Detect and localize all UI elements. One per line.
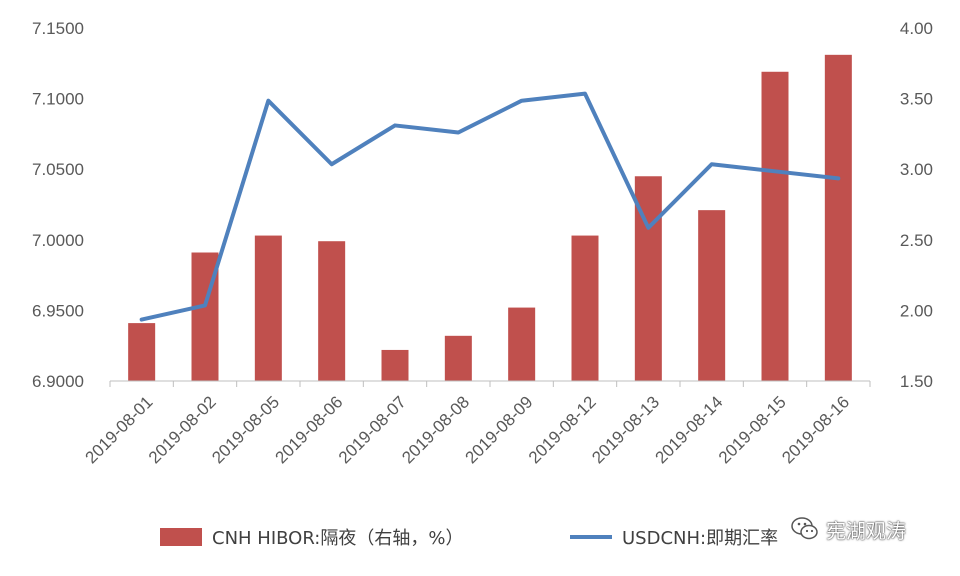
y-left-tick-label: 6.9500 bbox=[32, 301, 84, 320]
x-axis-labels: 2019-08-012019-08-022019-08-052019-08-06… bbox=[82, 392, 854, 467]
y-right-tick-label: 2.00 bbox=[900, 301, 933, 320]
bar-2019-08-16 bbox=[824, 54, 852, 381]
x-tick-label: 2019-08-15 bbox=[715, 392, 790, 467]
y-right-tick-label: 1.50 bbox=[900, 372, 933, 391]
y-left-tick-label: 7.0500 bbox=[32, 160, 84, 179]
bar-2019-08-14 bbox=[698, 210, 726, 381]
x-tick-label: 2019-08-09 bbox=[462, 392, 537, 467]
y-right-tick-label: 3.50 bbox=[900, 90, 933, 109]
y-right-tick-label: 3.00 bbox=[900, 160, 933, 179]
legend-item-hibor: CNH HIBOR:隔夜（右轴，%） bbox=[160, 524, 463, 550]
line-series bbox=[139, 91, 841, 322]
watermark: 宪湖观涛 bbox=[790, 514, 906, 544]
bar-2019-08-08 bbox=[444, 335, 472, 381]
legend: CNH HIBOR:隔夜（右轴，%） USDCNH:即期汇率 bbox=[0, 516, 960, 556]
y-right-tick-label: 4.00 bbox=[900, 19, 933, 38]
bar-2019-08-15 bbox=[761, 71, 789, 381]
legend-item-usdcnh: USDCNH:即期汇率 bbox=[570, 524, 778, 550]
x-tick-label: 2019-08-01 bbox=[82, 392, 157, 467]
y-right-tick-label: 2.50 bbox=[900, 231, 933, 250]
wechat-icon bbox=[791, 517, 818, 540]
x-tick-label: 2019-08-07 bbox=[335, 392, 410, 467]
x-tick-label: 2019-08-14 bbox=[652, 392, 727, 467]
x-tick-label: 2019-08-13 bbox=[588, 392, 663, 467]
bar-2019-08-07 bbox=[381, 349, 409, 381]
usdcnh-line bbox=[139, 91, 841, 322]
legend-swatch-line bbox=[570, 535, 612, 539]
x-tick-label: 2019-08-16 bbox=[778, 392, 853, 467]
bar-2019-08-05 bbox=[254, 235, 282, 381]
watermark-text: 宪湖观涛 bbox=[826, 518, 906, 543]
bar-2019-08-09 bbox=[508, 307, 536, 381]
legend-swatch-bar bbox=[160, 528, 202, 546]
left-axis-labels: 6.9000 6.9500 7.0000 7.0500 7.1000 7.1500 bbox=[32, 19, 84, 391]
legend-label-hibor: CNH HIBOR:隔夜（右轴，%） bbox=[212, 528, 464, 549]
x-tick-label: 2019-08-12 bbox=[525, 392, 600, 467]
right-axis-labels: 1.50 2.00 2.50 3.00 3.50 4.00 bbox=[900, 19, 933, 391]
x-tick-label: 2019-08-08 bbox=[398, 392, 473, 467]
y-left-tick-label: 7.1000 bbox=[32, 90, 84, 109]
y-left-tick-label: 7.0000 bbox=[32, 231, 84, 250]
x-tick-label: 2019-08-06 bbox=[272, 392, 347, 467]
bar-series bbox=[128, 54, 852, 381]
x-tick-label: 2019-08-02 bbox=[145, 392, 220, 467]
y-left-tick-label: 6.9000 bbox=[32, 372, 84, 391]
bar-2019-08-01 bbox=[128, 323, 156, 381]
bar-2019-08-12 bbox=[571, 235, 599, 381]
y-left-tick-label: 7.1500 bbox=[32, 19, 84, 38]
x-tick-label: 2019-08-05 bbox=[208, 392, 283, 467]
bar-2019-08-06 bbox=[318, 241, 346, 381]
x-axis-ticks bbox=[109, 381, 871, 387]
chart: 6.9000 6.9500 7.0000 7.0500 7.1000 7.1500 1.5… bbox=[32, 19, 933, 467]
legend-label-usdcnh: USDCNH:即期汇率 bbox=[622, 528, 779, 549]
